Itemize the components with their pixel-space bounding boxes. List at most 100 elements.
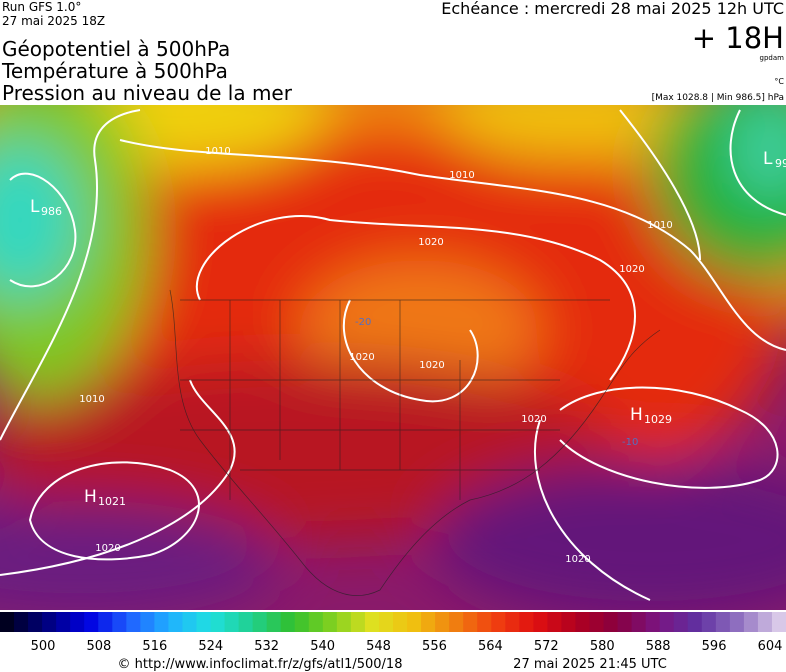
pressure-center-value: 1029 <box>644 413 672 426</box>
colorbar-swatch <box>182 612 197 632</box>
colorbar-swatch <box>252 612 268 632</box>
colorbar-swatch <box>378 612 394 632</box>
isobar-label: 1020 <box>521 414 546 425</box>
colorbar-labels: 500 508 516 524 532 540 548 556 564 572 580 588 596 6… <box>31 639 783 654</box>
colorbar-swatch <box>56 612 71 632</box>
colorbar-label: 548 <box>366 639 391 654</box>
colorbar-swatch <box>168 612 183 632</box>
pressure-center-type: L <box>763 149 773 169</box>
colorbar-swatch <box>505 612 520 632</box>
colorbar-swatch <box>491 612 506 632</box>
colorbar-swatch <box>308 612 324 632</box>
colorbar-swatch <box>280 612 296 632</box>
colorbar-swatch <box>126 612 141 632</box>
colorbar-label: 524 <box>198 639 223 654</box>
footer-url: © http://www.infoclimat.fr/z/gfs/atl1/50… <box>118 657 403 672</box>
colorbar-swatch <box>98 612 113 632</box>
pressure-center-value: 99 <box>775 157 786 170</box>
colorbar <box>0 612 786 632</box>
colorbar-swatch <box>266 612 282 632</box>
colorbar-label: 588 <box>646 639 671 654</box>
colorbar-label: 556 <box>422 639 447 654</box>
colorbar-swatch <box>14 612 29 632</box>
colorbar-swatch <box>575 612 590 632</box>
colorbar-swatch <box>533 612 548 632</box>
colorbar-swatch <box>547 612 562 632</box>
colorbar-swatch <box>393 612 408 632</box>
colorbar-label: 564 <box>478 639 503 654</box>
colorbar-swatch <box>561 612 576 632</box>
pressure-range: [Max 1028.8 | Min 986.5] hPa <box>652 93 784 103</box>
isobar-label: 1010 <box>449 170 474 181</box>
colorbar-swatch <box>715 612 731 632</box>
colorbar-swatch <box>407 612 422 632</box>
colorbar-swatch <box>421 612 436 632</box>
colorbar-swatch <box>771 612 786 632</box>
colorbar-label: 572 <box>534 639 559 654</box>
colorbar-swatch <box>140 612 155 632</box>
isobars <box>0 109 786 601</box>
unit: °C <box>774 77 784 86</box>
isobar-label: 1020 <box>565 554 590 565</box>
colorbar-swatch <box>70 612 85 632</box>
colorbar-swatch <box>364 612 380 632</box>
colorbar-swatch <box>112 612 127 632</box>
header: Run GFS 1.0° 27 mai 2025 18Z Géopotentie… <box>1 0 784 105</box>
footer-timestamp: 27 mai 2025 21:45 UTC <box>513 657 667 672</box>
title-line: Température à 500hPa <box>1 59 228 83</box>
pressure-center-type: H <box>84 487 97 507</box>
colorbar-swatch <box>449 612 464 632</box>
colorbar-swatch <box>589 612 605 632</box>
colorbar-swatch <box>154 612 169 632</box>
colorbar-swatch <box>673 612 689 632</box>
colorbar-swatch <box>322 612 338 632</box>
colorbar-label: 532 <box>254 639 279 654</box>
isobar-label: 1020 <box>349 352 374 363</box>
map: L 986 H 1021 H 1029 L 99 1010 1010 1020 … <box>0 105 786 610</box>
colorbar-swatch <box>659 612 675 632</box>
title-line: Pression au niveau de la mer <box>2 81 293 105</box>
isobar-label: 1020 <box>419 360 444 371</box>
colorbar-swatch <box>196 612 212 632</box>
colorbar-label: 516 <box>142 639 167 654</box>
colorbar-swatch <box>477 612 492 632</box>
colorbar-label: 540 <box>310 639 335 654</box>
isobar-label: 1010 <box>647 220 672 231</box>
colorbar-swatch <box>350 612 366 632</box>
pressure-center-type: H <box>630 405 643 425</box>
colorbar-swatch <box>435 612 450 632</box>
echeance: Echéance : mercredi 28 mai 2025 12h UTC <box>441 0 784 18</box>
colorbar-swatch <box>631 612 647 632</box>
isobar-label: 1010 <box>205 146 230 157</box>
colorbar-swatch <box>701 612 717 632</box>
pressure-center-type: L <box>30 197 40 217</box>
colorbar-swatch <box>42 612 57 632</box>
lead-time: + 18H <box>692 21 784 55</box>
colorbar-label: 500 <box>31 639 56 654</box>
colorbar-swatch <box>28 612 43 632</box>
colorbar-swatch <box>463 612 478 632</box>
run-date: 27 mai 2025 18Z <box>2 14 105 28</box>
colorbar-swatch <box>519 612 534 632</box>
colorbar-label: 508 <box>87 639 112 654</box>
unit: gpdam <box>760 54 785 62</box>
colorbar-swatch <box>645 612 661 632</box>
colorbar-label: 596 <box>702 639 727 654</box>
colorbar-swatch <box>294 612 310 632</box>
colorbar-label: 580 <box>590 639 615 654</box>
pressure-center-value: 1021 <box>98 495 126 508</box>
temperature-label: -20 <box>355 317 371 328</box>
colorbar-swatch <box>617 612 633 632</box>
title-line: Géopotentiel à 500hPa <box>2 37 230 61</box>
colorbar-swatch <box>603 612 619 632</box>
colorbar-swatch <box>336 612 352 632</box>
colorbar-swatch <box>0 612 15 632</box>
isobar-label: 1020 <box>619 264 644 275</box>
colorbar-swatch <box>743 612 759 632</box>
colorbar-swatch <box>238 612 254 632</box>
isobar-label: 1020 <box>95 543 120 554</box>
isobar-label: 1010 <box>79 394 104 405</box>
borders <box>169 289 661 596</box>
colorbar-label: 604 <box>758 639 783 654</box>
